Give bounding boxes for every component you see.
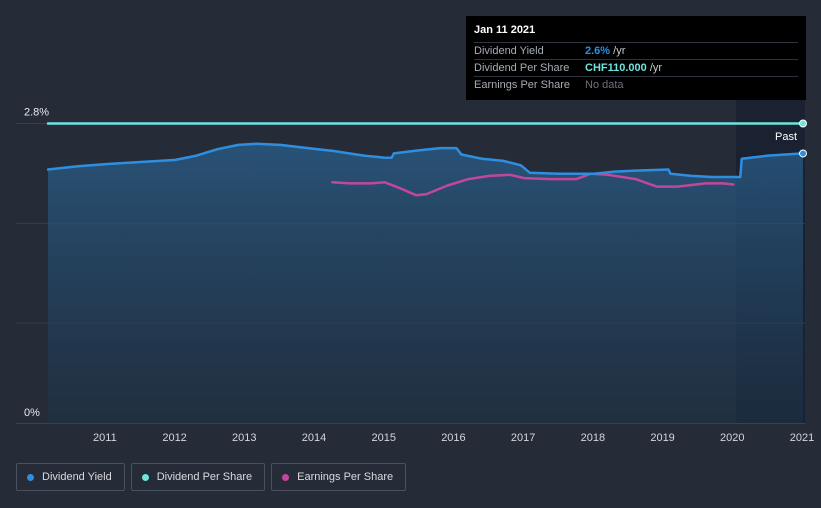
tooltip-label: Dividend Yield [474,45,544,57]
x-tick-label: 2021 [790,432,814,444]
legend-label: Dividend Per Share [156,471,253,483]
tooltip-suffix: /yr [610,45,626,57]
chart-legend: Dividend Yield Dividend Per Share Earnin… [16,463,407,491]
legend-label: Dividend Yield [42,471,112,483]
x-tick-label: 2012 [162,432,186,444]
tooltip-label: Dividend Per Share [474,62,570,74]
series-end-marker [799,119,807,128]
tooltip-row-dividend-yield: Dividend Yield 2.6% /yr [474,42,798,59]
legend-item-earnings-per-share[interactable]: Earnings Per Share [271,463,407,491]
series-end-marker [799,149,807,158]
legend-item-dividend-yield[interactable]: Dividend Yield [16,463,125,491]
tooltip-value: CHF110.000 [585,62,647,74]
legend-item-dividend-per-share[interactable]: Dividend Per Share [130,463,266,491]
y-axis-max-label: 2.8% [24,107,49,119]
earnings-per-share-line [331,172,735,197]
tooltip-date: Jan 11 2021 [474,24,536,36]
legend-dot-icon [27,473,34,481]
tooltip-value-wrap: 2.6% /yr [585,43,625,59]
x-tick-label: 2017 [511,432,535,444]
tooltip-value-wrap: CHF110.000 /yr [585,60,662,76]
tooltip-row-earnings-per-share: Earnings Per Share No data [474,76,798,93]
x-tick-label: 2014 [302,432,326,444]
y-axis-min-label: 0% [24,407,40,419]
tooltip-label: Earnings Per Share [474,79,570,91]
tooltip-value: 2.6% [585,45,611,57]
tooltip-value: No data [585,79,624,91]
tooltip-suffix: /yr [646,62,663,74]
x-tick-label: 2019 [650,432,674,444]
chart-tooltip: Jan 11 2021 Dividend Yield 2.6% /yr Divi… [466,16,806,100]
legend-dot-icon [282,473,290,481]
dividend-yield-area [48,143,803,424]
x-tick-label: 2013 [232,432,256,444]
dividend-yield-line [46,142,805,179]
past-label: Past [775,131,797,143]
x-tick-label: 2015 [371,432,395,444]
x-tick-label: 2018 [581,432,605,444]
legend-dot-icon [141,473,149,481]
legend-label: Earnings Per Share [297,471,394,483]
x-tick-label: 2011 [93,432,117,444]
tooltip-value-wrap: No data [585,77,624,93]
x-tick-label: 2016 [441,432,465,444]
x-tick-label: 2020 [720,432,744,444]
tooltip-row-dividend-per-share: Dividend Per Share CHF110.000 /yr [474,59,798,76]
